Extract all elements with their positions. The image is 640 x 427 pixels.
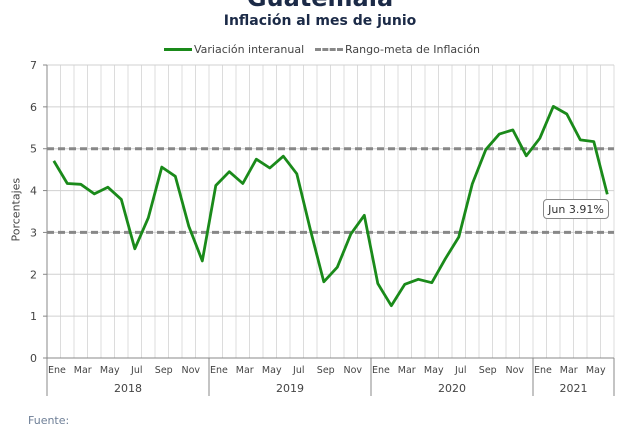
x-tick-label-month: Nov xyxy=(181,365,200,376)
x-tick-label-month: Mar xyxy=(560,365,578,376)
y-tick-label: 0 xyxy=(30,352,37,365)
x-tick-label-month: Nov xyxy=(343,365,362,376)
x-tick-label-month: Jul xyxy=(292,365,304,376)
legend-solid-line-icon xyxy=(164,47,192,51)
chart-subtitle: Inflación al mes de junio xyxy=(223,13,417,29)
legend-item-variacion: Variación interanual xyxy=(164,41,304,57)
legend-dashed-line-icon xyxy=(315,47,343,51)
y-tick-label: 1 xyxy=(30,310,37,323)
x-tick-label-month: Ene xyxy=(372,365,390,376)
y-tick-label: 6 xyxy=(30,101,37,114)
x-tick-label-month: Nov xyxy=(505,365,524,376)
x-tick-label-month: Sep xyxy=(479,365,497,376)
x-tick-label-month: Jul xyxy=(130,365,142,376)
x-tick-label-year: 2021 xyxy=(560,382,588,395)
x-tick-label-month: Ene xyxy=(48,365,66,376)
legend-label-rango: Rango-meta de Inflación xyxy=(345,42,480,56)
x-tick-label-month: Mar xyxy=(236,365,254,376)
x-tick-label-month: May xyxy=(262,365,282,376)
series-line-variacion xyxy=(52,105,609,308)
x-tick-label-month: May xyxy=(424,365,444,376)
chart-title: Guatemala xyxy=(0,0,640,12)
x-tick-label-year: 2018 xyxy=(114,382,142,395)
x-tick-label-month: Jul xyxy=(454,365,466,376)
y-tick-label: 2 xyxy=(30,268,37,281)
x-tick-label-year: 2020 xyxy=(438,382,466,395)
x-tick-label-month: Ene xyxy=(210,365,228,376)
legend: Variación interanual Rango-meta de Infla… xyxy=(0,41,640,57)
x-tick-label-month: Sep xyxy=(155,365,173,376)
x-tick-label-month: May xyxy=(100,365,120,376)
legend-item-rango: Rango-meta de Inflación xyxy=(315,41,480,57)
x-tick-label-month: Ene xyxy=(534,365,552,376)
x-tick-label-month: Mar xyxy=(74,365,92,376)
x-tick-label-month: Mar xyxy=(398,365,416,376)
annotation-last-value: Jun 3.91% xyxy=(543,199,609,219)
x-tick-label-year: 2019 xyxy=(276,382,304,395)
source-label: Fuente: xyxy=(28,414,70,427)
y-tick-label: 7 xyxy=(30,59,37,72)
y-tick-label: 5 xyxy=(30,143,37,156)
y-tick-label: 4 xyxy=(30,185,37,198)
x-tick-label-month: May xyxy=(586,365,606,376)
y-tick-label: 3 xyxy=(30,226,37,239)
x-tick-label-month: Sep xyxy=(317,365,335,376)
legend-label-variacion: Variación interanual xyxy=(194,42,305,56)
